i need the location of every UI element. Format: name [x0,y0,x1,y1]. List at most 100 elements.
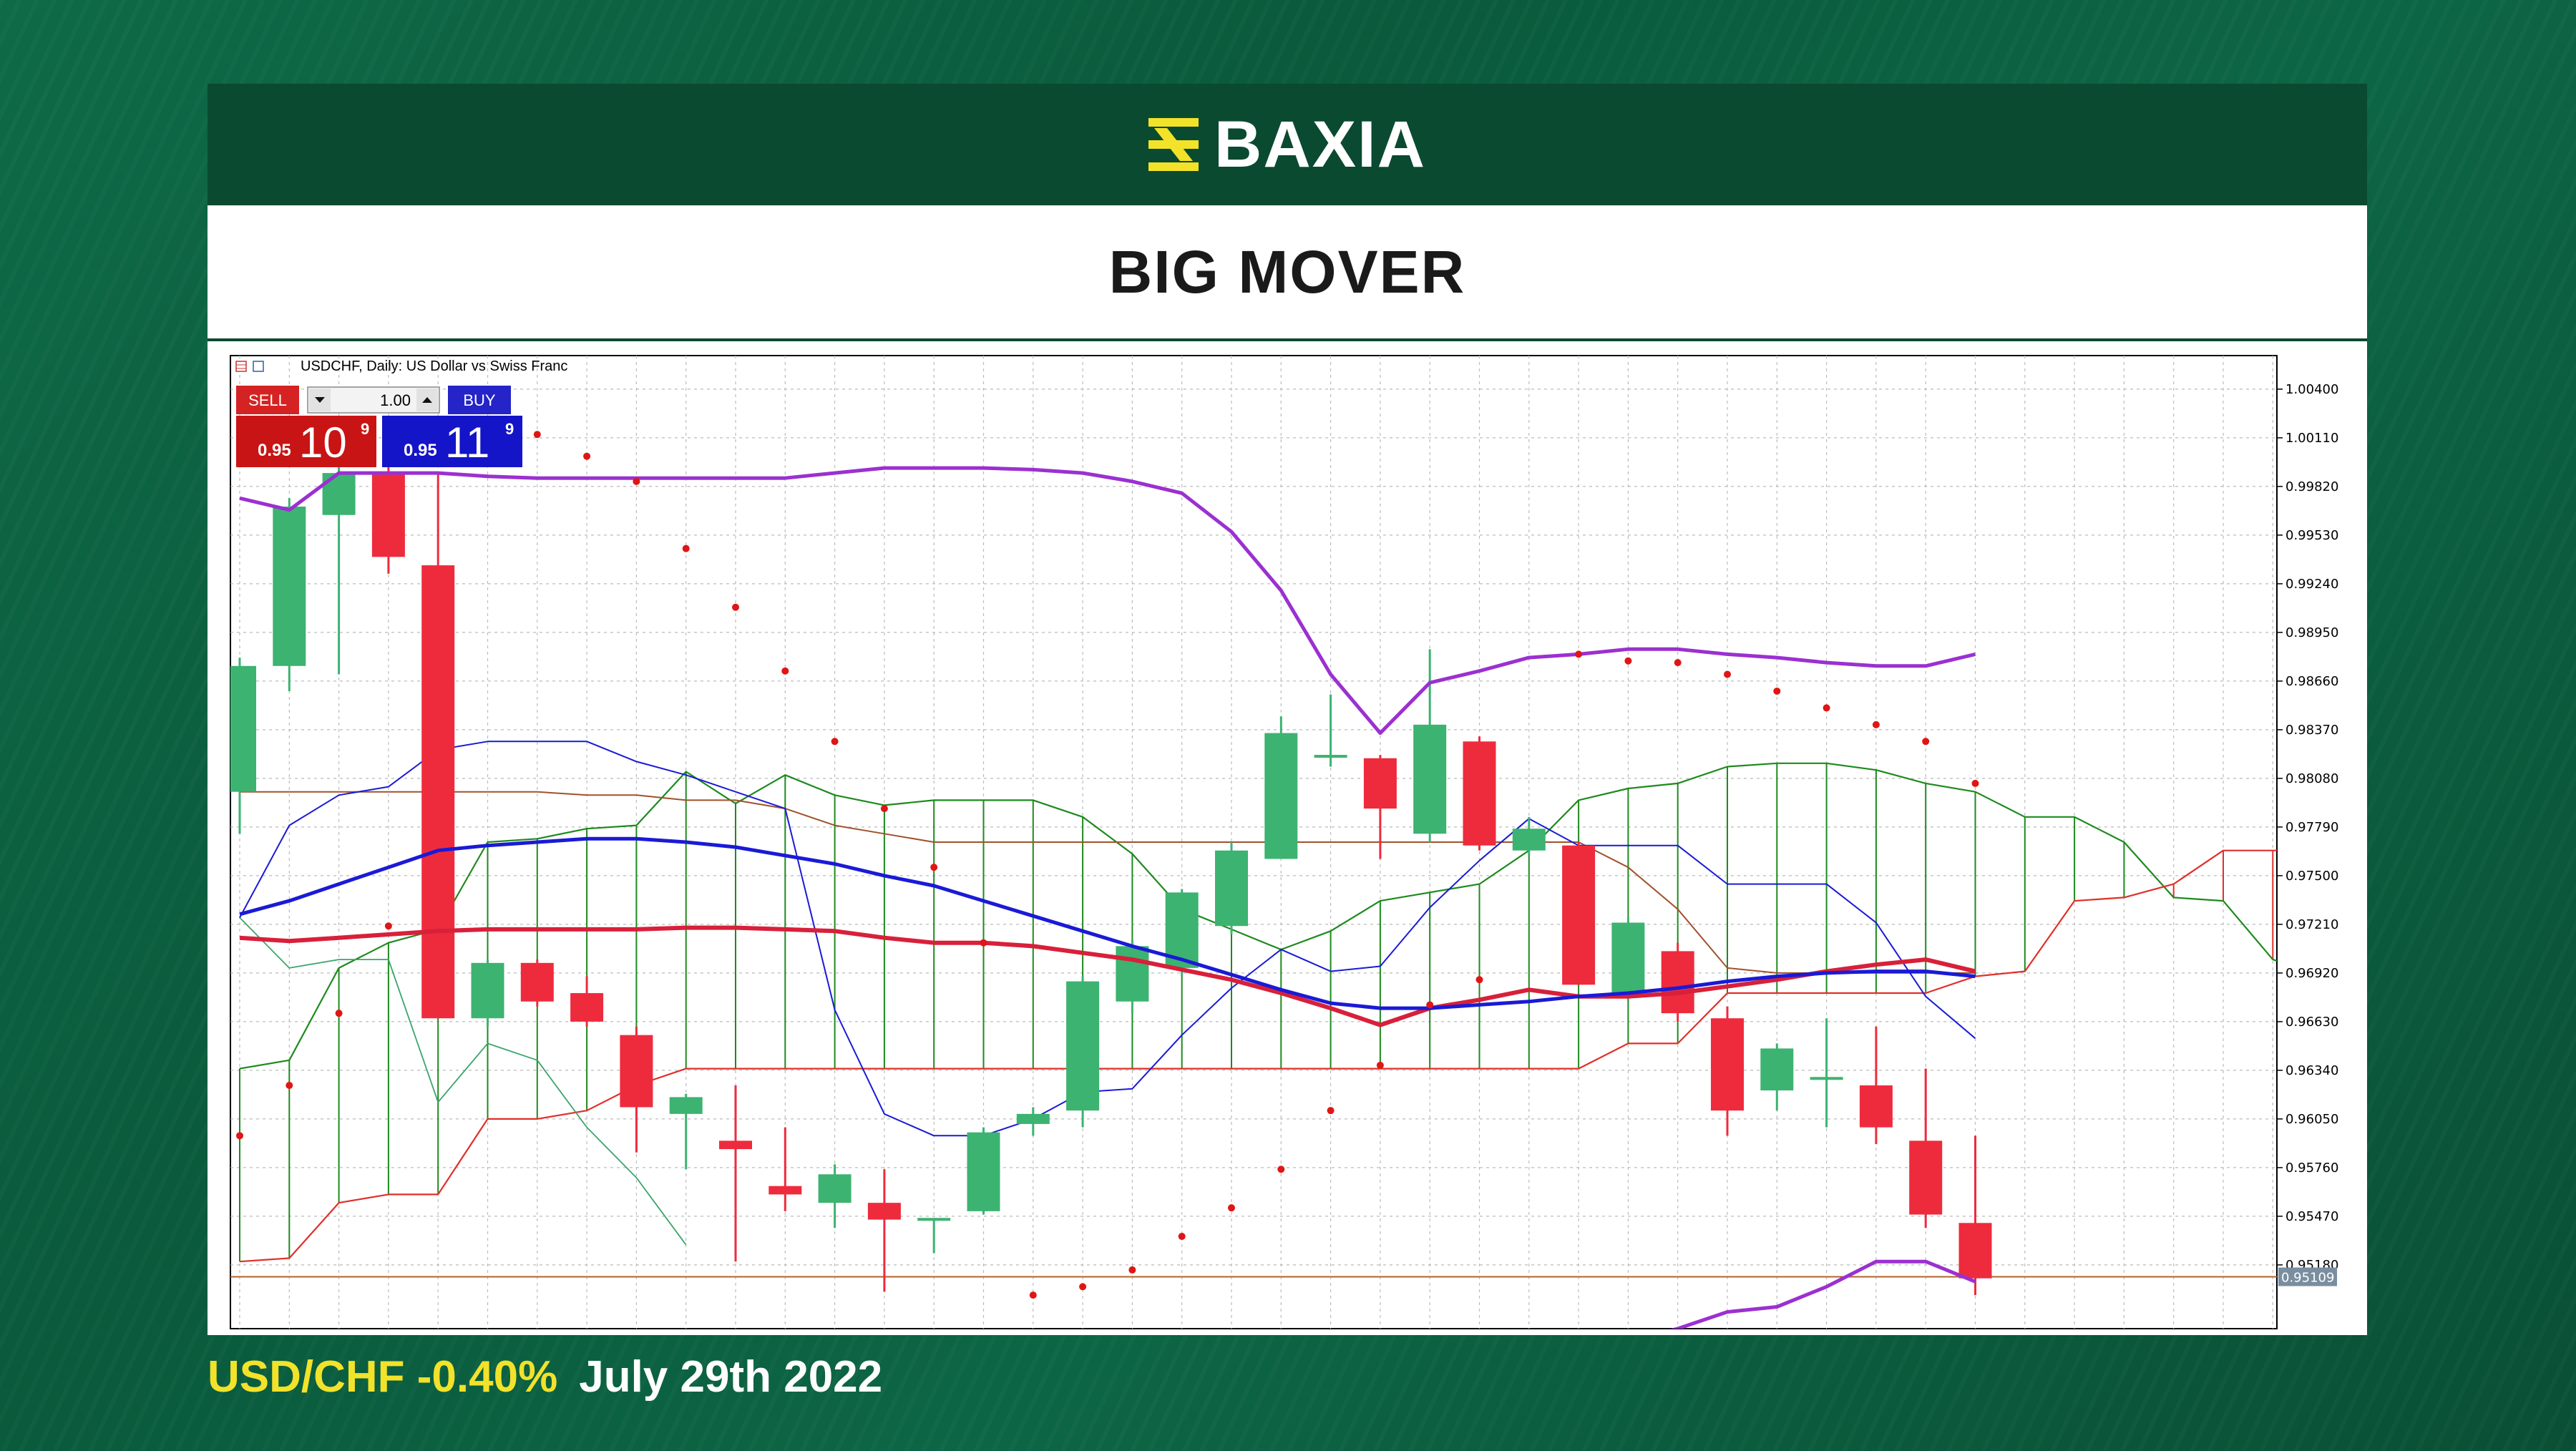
candle-body [230,665,256,792]
candle-body [1512,829,1546,851]
psar-dot [533,431,541,439]
y-tick-label: 0.99530 [2285,528,2338,543]
candle-body [1264,733,1298,859]
candle-body [1314,755,1347,758]
candle-body [620,1035,653,1108]
y-tick-label: 0.99820 [2285,479,2338,494]
psar-dot [1773,687,1781,695]
candle-body [1463,741,1496,846]
one-click-trading-panel[interactable]: SELL 1.00 BUY 0.95 10 9 0.95 11 9 [236,386,522,467]
chevron-down-icon [315,397,325,403]
bollinger-upper [239,466,1976,736]
price-chart[interactable]: 1.00400 1.00110 0.99820 0.99530 0.99240 0.989… [208,341,2367,1335]
brand-name: BAXIA [1214,108,1427,181]
psar-dot [1029,1291,1037,1299]
psar-dot [1426,1001,1434,1009]
candle-body [1363,758,1397,809]
candle-body [1066,981,1100,1111]
psar-dot [1277,1166,1285,1173]
caption-date: July 29th 2022 [579,1352,883,1402]
y-tick-label: 1.00110 [2285,431,2338,446]
current-price-label: 0.95109 [2281,1271,2334,1286]
y-tick-label: 0.96920 [2285,966,2338,981]
psar-dot [1327,1107,1335,1115]
psar-dot [1624,657,1632,665]
candle-body [1413,724,1447,834]
psar-dot [236,1132,243,1140]
psar-dot [880,805,888,813]
candle-body [1016,1113,1050,1124]
psar-dot [583,452,591,460]
bollinger-lower [1669,1259,1976,1329]
sell-button[interactable] [236,386,299,414]
candle-body [917,1218,951,1221]
title-band: BIG MOVER [208,205,2367,341]
psar-dot [930,864,938,871]
psar-dot [1128,1266,1136,1274]
sell-price-prefix: 0.95 [258,441,291,460]
ma-fast-line [239,836,1976,1010]
psar-dot [1575,650,1583,658]
ma-slow-line [239,925,1976,1027]
y-axis: 1.00400 1.00110 0.99820 0.99530 0.99240 0.989… [2277,382,2338,1286]
candle-body [818,1174,852,1203]
y-tick-label: 0.97790 [2285,820,2338,835]
psar-dot [384,922,392,930]
candle-body [1958,1223,1992,1279]
candle-body [1562,845,1596,985]
y-tick-label: 0.97500 [2285,869,2338,884]
y-tick-label: 0.98080 [2285,771,2338,786]
psar-dot [1724,670,1731,678]
senkou-span-b [239,849,2277,1263]
chart-type-icon [253,361,264,372]
y-tick-label: 0.96340 [2285,1063,2338,1078]
tenkan-sen [240,791,1976,974]
footer-caption: USD/CHF -0.40% July 29th 2022 [208,1348,882,1405]
candle-body [273,507,306,666]
senkou-span-a [239,762,2277,1070]
brand-header: BAXIA [208,84,2367,205]
psar-dot [831,738,839,746]
psar-dot [1971,779,1979,787]
terminal-header: USDCHF, Daily: US Dollar vs Swiss Franc [235,358,567,374]
chevron-up-icon [422,397,432,403]
chikou-span [239,917,687,1246]
y-tick-label: 0.98950 [2285,625,2338,640]
psar-dot [1872,720,1880,728]
psar-dot [732,603,739,611]
y-tick-label: 0.96630 [2285,1015,2338,1030]
candle-body [1116,946,1149,1002]
psar-dot [1376,1061,1384,1069]
buy-price-sup: 9 [505,420,514,438]
candle-body [371,473,405,557]
sell-price-box[interactable] [236,416,376,467]
candle-body [1711,1018,1744,1111]
buy-button[interactable] [448,386,511,414]
psar-dot [1922,738,1930,746]
buy-price-box[interactable] [382,416,522,467]
psar-dot [1823,704,1830,712]
candle-body [1909,1140,1943,1215]
sell-price-main: 10 [299,419,347,466]
psar-dot [1228,1204,1235,1212]
psar-dot [1674,659,1682,667]
brand-logo: BAXIA [1148,112,1426,177]
y-tick-label: 0.98370 [2285,723,2338,738]
y-tick-label: 0.96050 [2285,1112,2338,1127]
candle-body [769,1186,802,1195]
psar-dot [980,939,987,947]
candle-body [1611,922,1645,994]
psar-dot [1475,976,1483,984]
buy-price-prefix: 0.95 [404,441,437,460]
candle-body [322,473,356,515]
psar-dot [633,477,640,485]
candle-body [867,1203,901,1220]
candle-body [570,993,604,1022]
lot-size-value: 1.00 [380,391,411,409]
chart-panel: 1.00400 1.00110 0.99820 0.99530 0.99240 0.989… [208,341,2367,1335]
buy-button-label: BUY [463,391,496,409]
y-tick-label: 1.00400 [2285,382,2338,397]
psar-dot [335,1010,343,1017]
y-tick-label: 0.98660 [2285,674,2338,689]
candle-body [669,1097,703,1114]
